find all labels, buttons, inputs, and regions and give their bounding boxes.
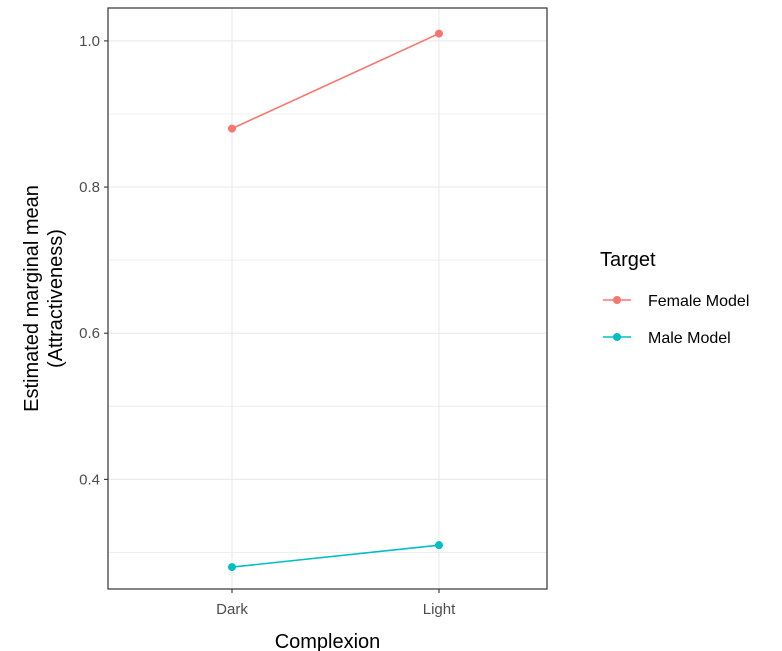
data-point-female-model <box>228 124 236 133</box>
data-point-male-model <box>228 563 236 572</box>
legend-label: Female Model <box>648 293 749 310</box>
y-axis-title-line-1: Estimated marginal mean <box>21 185 43 412</box>
x-tick-label: Light <box>423 601 456 618</box>
minor-grid <box>108 113 547 553</box>
major-grid <box>108 8 547 589</box>
y-axis-title-line-2: (Attractiveness) <box>45 229 67 368</box>
y-tick-label: 1.0 <box>79 33 100 50</box>
series-line-male-model <box>231 544 440 568</box>
series-line-female-model <box>231 32 440 130</box>
legend-items: Female Model Male Model <box>603 293 749 347</box>
legend: Target Female Model Male Model <box>600 249 749 347</box>
y-axis-title: Estimated marginal mean (Attractiveness) <box>21 185 67 412</box>
panel-border <box>107 7 548 590</box>
legend-key-point <box>613 333 621 341</box>
y-tick-label: 0.8 <box>79 179 100 196</box>
data-point-male-model <box>435 541 443 550</box>
x-tick-label: Dark <box>216 601 248 618</box>
x-axis-title: Complexion <box>275 631 381 651</box>
y-tick-label: 0.4 <box>79 471 100 488</box>
legend-key-point <box>613 296 621 304</box>
data-point-female-model <box>435 29 443 38</box>
legend-label: Male Model <box>648 330 731 347</box>
y-axis: 0.4 0.6 0.8 1.0 <box>79 33 108 488</box>
legend-title: Target <box>600 249 656 271</box>
x-axis: Dark Light <box>216 589 456 618</box>
series-layer <box>228 29 443 572</box>
y-tick-label: 0.6 <box>79 325 100 342</box>
